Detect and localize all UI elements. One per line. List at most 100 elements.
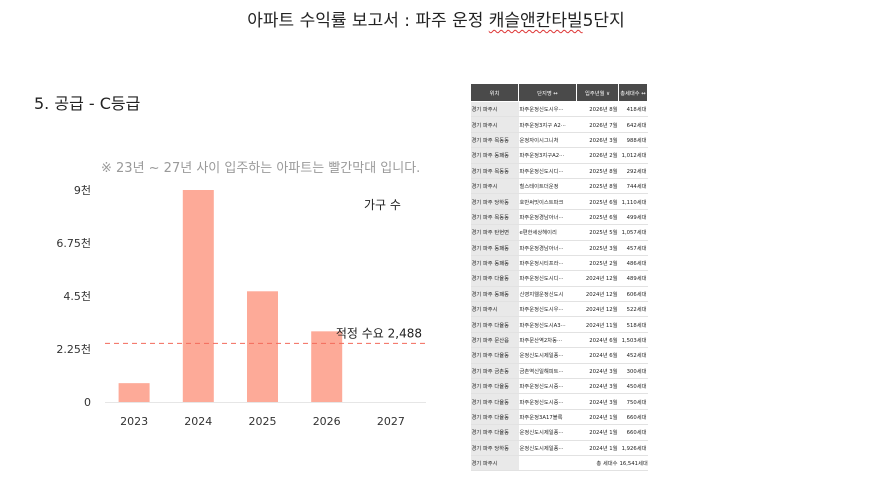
table-cell: 2024년 12월 [576,301,619,318]
table-cell: e편한세상헤이리 [518,224,577,241]
y-tick-label: 0 [84,396,91,409]
table-cell: 2024년 1월 [576,424,619,441]
table-cell: 2024년 12월 [576,270,619,287]
table-cell: 경기 파주 동패동 [470,286,519,303]
table-cell: 2024년 11월 [576,316,619,333]
table-cell: 292세대 [618,163,648,179]
table-cell: 2024년 3월 [576,363,619,380]
table-cell: 2025년 8월 [576,163,619,179]
table-cell: 파주운정3지구 A2··· [518,116,577,133]
table-row: 경기 파주시 파주운정신도시우··· 2024년 12월 522세대 [470,301,648,318]
table-cell: 1,926세대 [618,440,648,456]
table-cell: 16,541세대 [618,455,648,472]
table-header-cell[interactable]: 입주년월 ∨ [576,83,619,102]
table-row: 경기 파주 다율동 파주운정3A17블록 2024년 1월 660세대 [470,409,648,426]
table-cell: 경기 파주 다율동 [470,424,519,441]
table-cell: 경기 파주 다율동 [470,270,519,287]
table-cell: 운정신도시제일풍··· [518,347,577,364]
table-cell: 988세대 [618,132,648,149]
table-cell: 호반써밋이스트파크 [518,193,577,210]
table-cell: 금촌역신일해피트··· [518,363,577,380]
table-header-cell[interactable]: 총세대수 ↔ [618,83,648,102]
reference-line-label: 적정 수요 2,488 [336,326,422,340]
table-header-cell: 위치 [470,83,519,102]
table-cell: 750세대 [618,393,648,410]
table-cell: 힐스테이트더운정 [518,178,577,195]
table-total-row: 경기 파주시 총 세대수 16,541세대 [470,455,648,472]
table-cell: 518세대 [618,316,648,333]
table-row: 경기 파주 다율동 운정신도시제일풍··· 2024년 6월 452세대 [470,347,648,364]
x-tick-label: 2025 [249,415,277,428]
table-body: 경기 파주시 파주운정신도시우··· 2026년 8월 418세대 경기 파주시 파주운정… [470,101,648,472]
table-cell: 499세대 [618,209,648,226]
table-cell: 2024년 12월 [576,286,619,303]
table-cell: 운정자이시그니처 [518,132,577,149]
table-cell: 2026년 8월 [576,101,619,118]
table-cell: 486세대 [618,255,648,272]
bar-2024 [182,190,214,402]
report-title-complex: 캐슬앤칸타빌 [488,11,583,31]
table-cell: 2025년 3월 [576,240,619,256]
table-row: 경기 파주 금촌동 금촌역신일해피트··· 2024년 3월 300세대 [470,363,648,380]
table-cell: 경기 파주 탄현면 [470,224,519,241]
table-row: 경기 파주 동패동 파주운정경남아너··· 2025년 3월 457세대 [470,240,648,256]
table-row: 경기 파주 동패동 신영지웰운정신도시 2024년 12월 606세대 [470,286,648,303]
table-row: 경기 파주 당하동 호반써밋이스트파크 2025년 6월 1,110세대 [470,193,648,210]
supply-table: 위치 단지명 ↔ 입주년월 ∨ 총세대수 ↔ 경기 파주시 파주운정신도시우··· 202… [470,83,648,472]
table-cell: 2024년 3월 [576,378,619,395]
bar-2026 [311,331,343,402]
table-cell: 450세대 [618,378,648,395]
table-cell: 경기 파주 다율동 [470,409,519,426]
table-header-cell[interactable]: 단지명 ↔ [518,83,577,102]
table-cell: 경기 파주 목동동 [470,163,519,179]
table-row: 경기 파주시 파주운정3지구 A2··· 2026년 7월 642세대 [470,116,648,133]
table-cell: 파주운정3A17블록 [518,409,577,426]
table-cell: 660세대 [618,409,648,426]
table-cell: 경기 파주 목동동 [470,132,519,149]
table-cell: 파주운정신도시우··· [518,101,577,118]
table-cell: 경기 파주시 [470,116,519,133]
table-cell: 파주운정경남아너··· [518,209,577,226]
table-cell: 경기 파주 목동동 [470,209,519,226]
x-tick-label: 2027 [377,415,405,428]
table-cell: 경기 파주 동패동 [470,240,519,256]
table-cell: 파주운정3지구A2··· [518,147,577,164]
table-header-row: 위치 단지명 ↔ 입주년월 ∨ 총세대수 ↔ [470,83,648,102]
bar-2025 [247,291,278,402]
table-cell: 총 세대수 [576,455,619,472]
table-cell: 2024년 1월 [576,440,619,456]
report-title-main: 아파트 수익률 보고서 : 파주 운정 [247,11,489,31]
table-cell: 경기 파주 다율동 [470,378,519,395]
table-cell: 경기 파주 동패동 [470,255,519,272]
table-cell: 경기 파주 문산읍 [470,332,519,349]
table-cell: 파주운정신도시중··· [518,393,577,410]
bar-2023 [118,383,150,402]
table-cell: 418세대 [618,101,648,118]
table-cell: 522세대 [618,301,648,318]
table-cell: 744세대 [618,178,648,195]
table-cell: 2026년 7월 [576,116,619,133]
chart-note: ※ 23년 ~ 27년 사이 입주하는 아파트는 빨간막대 입니다. [101,161,421,176]
table-cell: 452세대 [618,347,648,364]
table-cell: 경기 파주시 [470,301,519,318]
table-cell: 운정신도시제일풍··· [518,424,577,441]
report-title: 아파트 수익률 보고서 : 파주 운정 캐슬앤칸타빌5단지 [0,6,872,31]
table-cell: 파주문산역2차동··· [518,332,577,349]
table-row: 경기 파주 탄현면 e편한세상헤이리 2025년 5월 1,057세대 [470,224,648,241]
table-cell: 경기 파주 동패동 [470,147,519,164]
table-cell: 2025년 8월 [576,178,619,195]
table-row: 경기 파주시 힐스테이트더운정 2025년 8월 744세대 [470,178,648,195]
table-cell: 2026년 3월 [576,132,619,149]
y-tick-label: 2.25천 [56,342,91,356]
table-cell [518,455,577,472]
table-row: 경기 파주 다율동 운정신도시제일풍··· 2024년 1월 660세대 [470,424,648,441]
table-row: 경기 파주 문산읍 파주문산역2차동··· 2024년 6월 1,503세대 [470,332,648,349]
table-cell: 2025년 2월 [576,255,619,272]
table-cell: 660세대 [618,424,648,441]
table-cell: 2024년 3월 [576,393,619,410]
table-cell: 1,503세대 [618,332,648,349]
table-cell: 2024년 6월 [576,347,619,364]
y-tick-label: 4.5천 [63,289,91,303]
table-row: 경기 파주 목동동 운정자이시그니처 2026년 3월 988세대 [470,132,648,149]
